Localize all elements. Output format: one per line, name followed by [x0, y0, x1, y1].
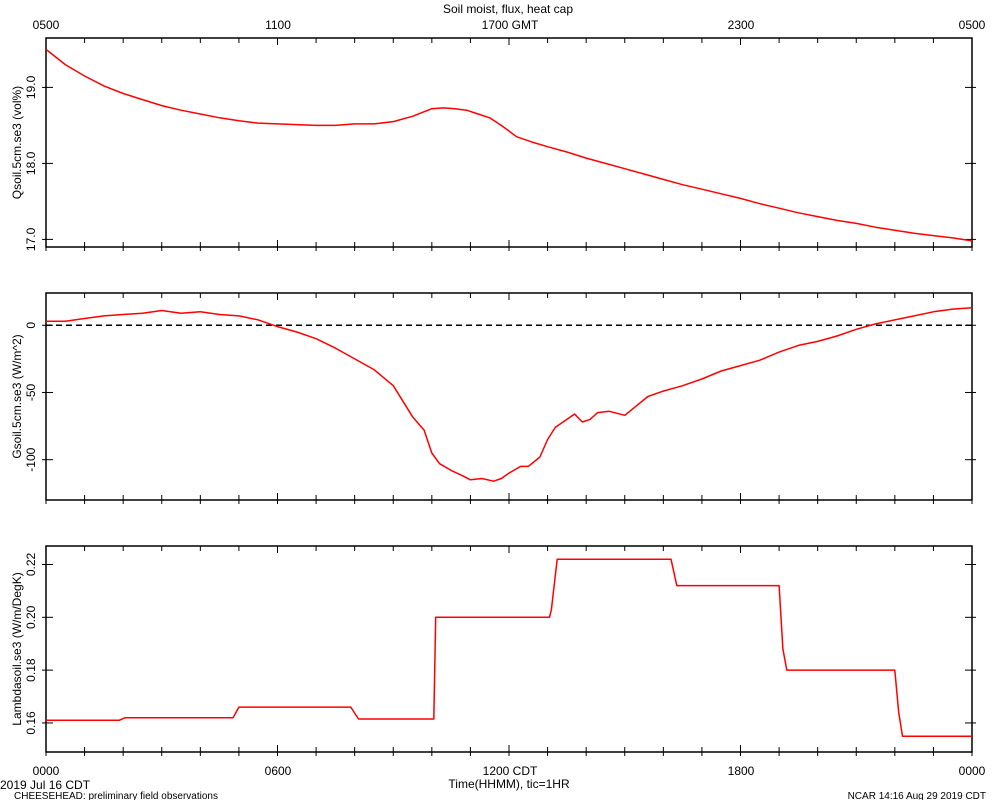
y-tick-label: 0.22 — [24, 552, 38, 576]
soil-moisture-line — [45, 48, 973, 242]
bottom-tick-label: 1800 — [728, 764, 755, 778]
bottom-tick-label: 1200 CDT — [483, 764, 538, 778]
y-tick-label: 17.0 — [24, 227, 38, 251]
bottom-tick-label: 0000 — [959, 764, 986, 778]
y-tick-label: -50 — [24, 383, 38, 401]
y-tick-label: 18.0 — [24, 151, 38, 175]
bottom-tick-label: 0600 — [265, 764, 292, 778]
plot-frame — [45, 37, 973, 248]
soil-heat-flux-line — [46, 307, 973, 482]
top-tick-label: 1100 — [265, 18, 291, 32]
chart-title: Soil moist, flux, heat cap — [443, 2, 573, 16]
top-tick-label: 1700 GMT — [482, 18, 539, 32]
y-axis-label: Qsoil.5cm.se3 (vol%) — [10, 86, 24, 199]
y-tick-label: 0.20 — [24, 605, 38, 629]
y-tick-label: 0.16 — [24, 711, 38, 735]
y-tick-label: 0 — [24, 322, 38, 329]
y-tick-label: 0.18 — [24, 658, 38, 682]
x-axis-label: Time(HHMM), tic=1HR — [448, 777, 570, 791]
top-tick-label: 2300 — [728, 18, 755, 32]
y-axis-label: Gsoil.5cm.se3 (W/m^2) — [10, 334, 24, 458]
bottom-axis-labels: 0000 0600 1200 CDT 1800 0000 — [33, 764, 986, 778]
footer-right: NCAR 14:16 Aug 29 2019 CDT — [848, 791, 986, 800]
date-label: 2019 Jul 16 CDT — [0, 778, 91, 792]
plot-frame — [45, 545, 973, 753]
y-tick-label: 19.0 — [24, 75, 38, 99]
top-tick-label: 0500 — [33, 18, 60, 32]
plot-frame — [45, 292, 973, 501]
y-axis-label: Lambdasoil.se3 (W/m/DegK) — [10, 572, 24, 725]
bottom-tick-label: 0000 — [33, 764, 60, 778]
footer-left: CHEESEHEAD: preliminary field observatio… — [14, 791, 218, 800]
top-axis-labels: 0500 1100 1700 GMT 2300 0500 — [33, 18, 986, 32]
soil-conductivity-line — [46, 558, 972, 737]
top-tick-label: 0500 — [959, 18, 986, 32]
y-tick-label: -100 — [24, 447, 38, 471]
